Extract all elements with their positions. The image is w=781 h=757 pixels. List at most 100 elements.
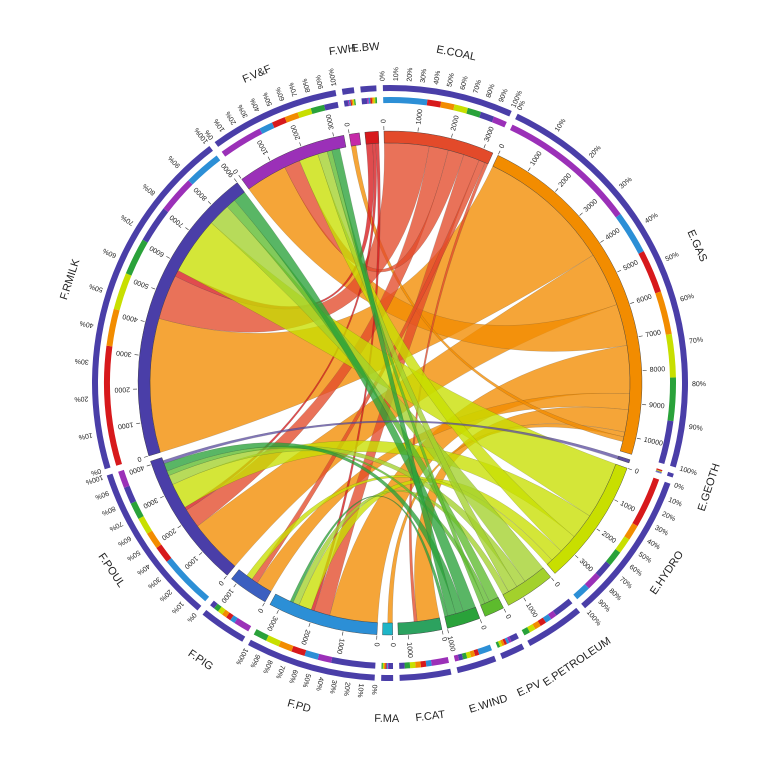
tick-mark: [441, 630, 444, 635]
tick-label: 0: [389, 643, 396, 647]
percent-label: 90%: [167, 154, 182, 169]
tick-mark: [342, 631, 344, 636]
percent-label: 60%: [102, 247, 118, 259]
outer-band: [581, 481, 671, 609]
tick-label: 8000: [193, 185, 209, 201]
composition-band: [386, 662, 388, 669]
composition-band: [387, 662, 390, 669]
percent-label: 80%: [302, 78, 313, 93]
composition-band: [348, 99, 352, 106]
composition-band: [368, 97, 371, 104]
percent-label: 60%: [116, 534, 132, 547]
tick-label: 3000: [578, 558, 594, 574]
composition-band: [477, 644, 492, 655]
percent-label: 60%: [460, 75, 470, 90]
tick-mark: [636, 437, 641, 440]
percent-label: 0%: [379, 71, 386, 81]
segment-arc-e-bw: [364, 131, 380, 145]
percent-label: 0%: [185, 611, 197, 623]
composition-band: [371, 97, 374, 104]
tick-label: 1000: [619, 500, 636, 513]
percent-label: 10%: [554, 118, 568, 134]
percent-label: 90%: [688, 424, 703, 433]
tick-label: 1000: [335, 638, 345, 655]
composition-band: [615, 536, 630, 553]
percent-label: 30%: [237, 103, 250, 119]
percent-label: 70%: [274, 664, 286, 680]
composition-band: [479, 111, 495, 123]
tick-label: 3000: [325, 113, 335, 130]
composition-band: [547, 610, 557, 620]
composition-band: [457, 653, 464, 661]
segment-label: E.GEOTH: [696, 462, 723, 513]
composition-band: [453, 654, 460, 662]
percent-label: 80%: [101, 504, 117, 516]
segment-label: F.POUL: [96, 551, 127, 590]
percent-label: 20%: [225, 110, 238, 126]
percent-label: 90%: [248, 653, 260, 669]
tick-label: 0: [256, 607, 264, 614]
composition-band: [532, 620, 541, 630]
outer-band: [202, 609, 246, 642]
tick-label: 1000: [219, 587, 234, 604]
outer-band: [500, 643, 525, 660]
composition-band: [146, 530, 162, 549]
tick-mark: [555, 188, 559, 192]
composition-band: [284, 112, 300, 123]
composition-band: [383, 97, 428, 106]
tick-label: 0: [553, 581, 561, 589]
tick-label: 0: [372, 642, 379, 646]
percent-label: 100%: [679, 466, 698, 478]
composition-band: [234, 617, 252, 632]
composition-band: [426, 99, 442, 108]
outer-band: [666, 471, 674, 478]
composition-band: [343, 100, 349, 107]
tick-label: 8000: [650, 366, 666, 374]
segment-arc-e-wind: [444, 606, 481, 629]
percent-label: 0%: [370, 684, 378, 694]
tick-mark: [617, 270, 622, 273]
segment-label: E.PV: [515, 678, 543, 700]
composition-band: [509, 124, 621, 218]
composition-band: [495, 641, 501, 648]
composition-band: [656, 469, 663, 472]
tick-mark: [185, 227, 189, 231]
percent-label: 50%: [664, 251, 680, 263]
composition-band: [638, 251, 661, 294]
composition-band: [527, 624, 536, 633]
segment-label: F.PD: [286, 697, 312, 715]
segment-arc-e-geoth: [617, 455, 631, 464]
tick-mark: [630, 302, 635, 304]
segment-label: F.PIG: [186, 648, 215, 673]
percent-label: 30%: [618, 176, 633, 190]
tick-label: 0: [499, 143, 507, 150]
percent-label: 60%: [628, 564, 643, 578]
composition-band: [210, 600, 218, 609]
composition-band: [221, 609, 230, 618]
outer-band: [360, 85, 377, 93]
tick-label: 0: [504, 614, 512, 621]
tick-label: 2000: [114, 385, 130, 392]
percent-label: 40%: [314, 676, 324, 691]
composition-band: [118, 469, 130, 488]
tick-mark: [177, 525, 182, 529]
percent-label: 50%: [88, 282, 103, 293]
composition-band: [502, 638, 508, 645]
tick-label: 9000: [649, 402, 665, 410]
percent-label: 100%: [234, 647, 249, 666]
tick-mark: [262, 602, 265, 607]
composition-band: [504, 637, 510, 644]
composition-band: [163, 180, 193, 213]
segment-arc-f-rmilk: [137, 182, 245, 457]
tick-mark: [479, 619, 482, 624]
percent-label: 40%: [79, 319, 94, 329]
percent-label: 80%: [142, 182, 157, 196]
tick-label: 4000: [128, 463, 145, 475]
tick-label: 2000: [160, 526, 177, 541]
composition-band: [430, 656, 450, 666]
percent-label: 60%: [287, 669, 298, 685]
tick-mark: [238, 175, 242, 179]
composition-band: [324, 101, 339, 111]
composition-band: [317, 653, 333, 663]
tick-mark: [160, 495, 164, 499]
